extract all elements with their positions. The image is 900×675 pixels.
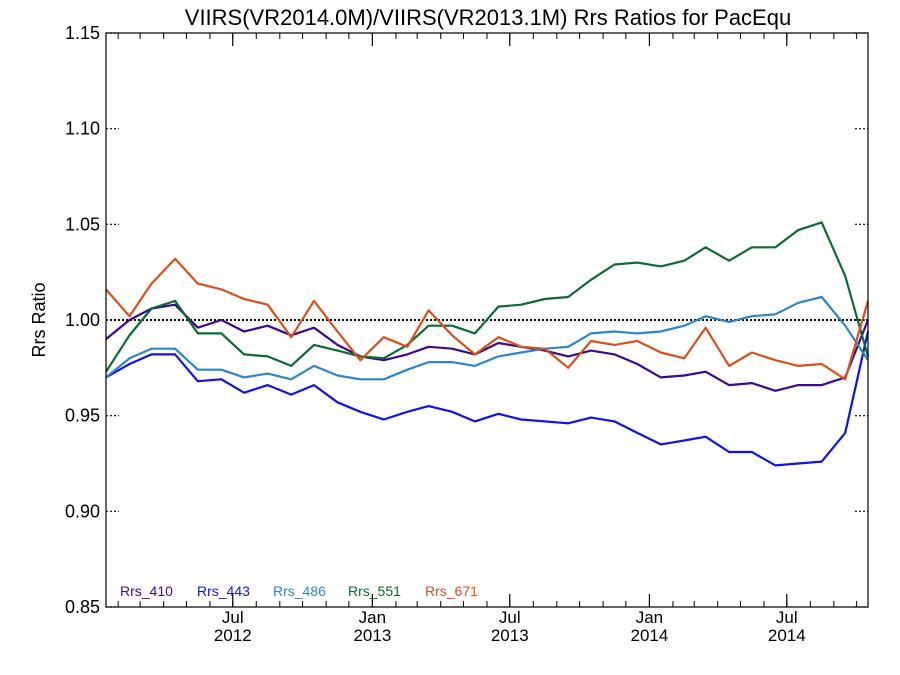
x-tick-label-year: 2014 [768,626,806,645]
y-tick-label: 1.15 [65,23,100,43]
x-tick-label-year: 2013 [491,626,529,645]
x-tick-label-month: Jan [636,608,663,627]
legend-entry-rrs-486: Rrs_486 [273,583,326,599]
x-tick-label-year: 2014 [631,626,669,645]
y-tick-label: 1.00 [65,310,100,330]
y-tick-label: 0.95 [65,406,100,426]
axes-layer: 0.850.900.951.001.051.101.15Jul2012Jan20… [65,23,869,645]
series-line-rrs-551 [105,221,870,373]
legend-entry-rrs-443: Rrs_443 [197,583,250,599]
series-layer [105,221,870,467]
x-tick-label-year: 2013 [353,626,391,645]
x-tick-label-month: Jul [499,608,521,627]
x-tick-label-year: 2012 [214,626,252,645]
series-line-rrs-671 [105,257,870,381]
series-line-rrs-410 [105,303,870,392]
legend-entry-rrs-671: Rrs_671 [425,583,478,599]
x-tick-label-month: Jan [359,608,386,627]
x-tick-label-month: Jul [776,608,798,627]
series-line-rrs-443 [105,331,870,467]
series-line-rrs-486 [105,295,869,381]
y-tick-label: 1.10 [65,119,100,139]
y-tick-label: 0.85 [65,597,100,617]
legend-entry-rrs-410: Rrs_410 [120,583,173,599]
x-tick-label-month: Jul [222,608,244,627]
y-axis-label: Rrs Ratio [29,282,49,357]
y-tick-label: 1.05 [65,214,100,234]
legend-entry-rrs-551: Rrs_551 [348,583,401,599]
legend: Rrs_410 Rrs_443 Rrs_486 Rrs_551 Rrs_671 [120,583,478,599]
chart-title: VIIRS(VR2014.0M)/VIIRS(VR2013.1M) Rrs Ra… [185,5,791,30]
y-tick-label: 0.90 [65,501,100,521]
